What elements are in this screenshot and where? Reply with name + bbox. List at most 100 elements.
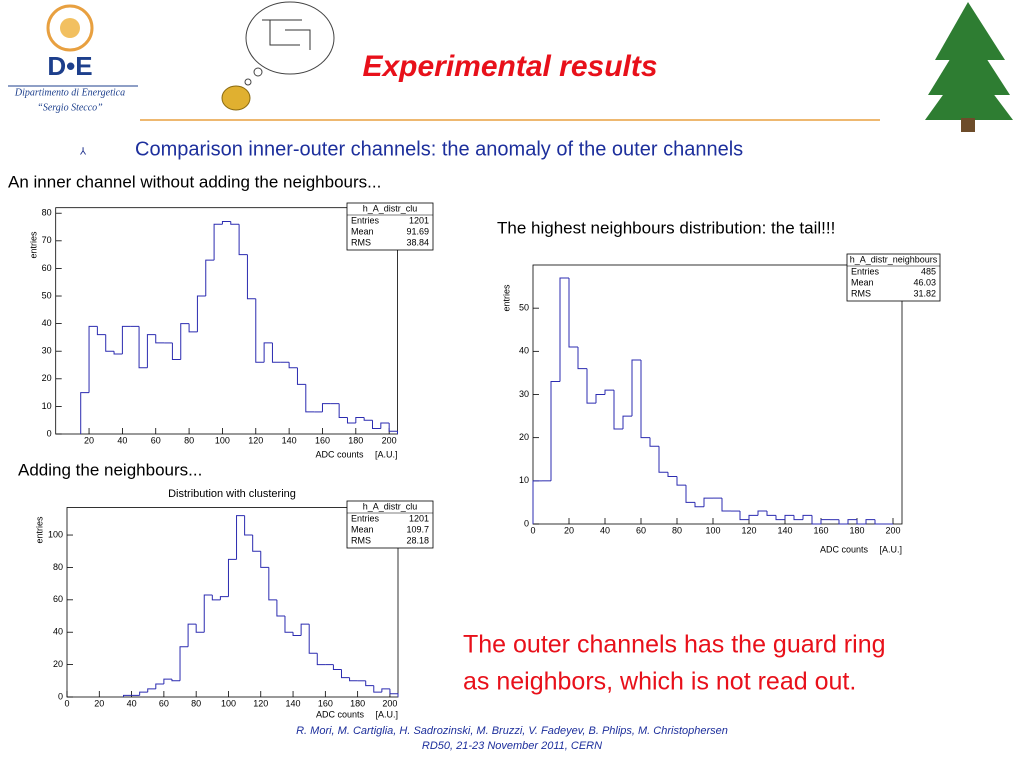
- y-tick-label: 50: [519, 303, 529, 313]
- y-tick-label: 50: [42, 290, 52, 300]
- histogram-bin: [559, 277, 569, 382]
- x-tick-label: 60: [636, 525, 646, 535]
- plot-frame: [532, 264, 903, 525]
- x-tick-label: 80: [184, 435, 194, 445]
- histogram-bin: [105, 334, 115, 352]
- stats-key: Mean: [351, 226, 374, 236]
- tree: [925, 2, 1013, 132]
- histogram-bin: [721, 498, 731, 512]
- histogram-bin: [139, 691, 148, 696]
- histogram-bin: [171, 679, 181, 682]
- histogram-bin: [381, 688, 390, 693]
- stats-key: Entries: [351, 215, 380, 225]
- stats-key: Entries: [351, 513, 380, 523]
- histogram-bin: [363, 417, 373, 421]
- x-tick-label: 80: [672, 525, 682, 535]
- histogram-bin: [793, 515, 803, 521]
- x-tick-label: 20: [94, 698, 104, 708]
- stats-value: 485: [921, 266, 936, 276]
- histogram-bin: [238, 224, 248, 256]
- histogram-bin: [658, 446, 668, 473]
- histogram-bin: [739, 511, 749, 521]
- stats-key: RMS: [351, 535, 371, 545]
- conclusion: as neighbors, which is not read out.: [463, 668, 856, 696]
- histogram-bin: [300, 623, 310, 636]
- y-tick-label: 0: [524, 518, 529, 528]
- histogram-bin: [355, 416, 365, 423]
- stats-box: [346, 202, 434, 251]
- histogram-bin: [332, 664, 342, 670]
- histogram-bin: [219, 596, 229, 600]
- tree-crown: [935, 2, 1005, 60]
- x-tick-label: 120: [248, 435, 263, 445]
- histogram-bin: [188, 323, 198, 333]
- y-tick-label: 10: [42, 401, 52, 411]
- histogram-bin: [246, 254, 256, 300]
- logo: D•E Dipartimento di Energetica “Sergio S…: [8, 4, 138, 113]
- cartoon: [221, 1, 335, 111]
- x-tick-label: 60: [151, 435, 161, 445]
- histogram-bin: [622, 415, 632, 430]
- histogram-bin: [187, 623, 197, 647]
- x-tick-label: 140: [282, 435, 297, 445]
- y-tick-label: 40: [53, 627, 63, 637]
- histogram-bin: [88, 325, 98, 393]
- histogram-bin: [263, 342, 273, 363]
- histogram-bin: [155, 334, 165, 344]
- histogram-bin: [340, 669, 350, 679]
- logo-swirl: [46, 4, 94, 52]
- bullet-icon: ⅄: [79, 147, 87, 158]
- histogram-bin: [138, 326, 148, 369]
- histogram-bin: [147, 688, 156, 693]
- histogram-bin: [260, 551, 269, 568]
- histogram-bin: [276, 599, 285, 617]
- histogram-bin: [146, 334, 156, 368]
- footer: RD50, 21-23 November 2011, CERN: [422, 740, 602, 752]
- x-axis-unit: [A.U.]: [375, 709, 398, 719]
- histogram-bin: [338, 403, 348, 418]
- circuit-sketch: [262, 19, 311, 50]
- stats-key: RMS: [851, 288, 871, 298]
- histogram-bin: [236, 515, 245, 560]
- histogram-bin: [255, 298, 265, 363]
- histogram-bin: [321, 403, 331, 412]
- histogram-bin: [757, 510, 767, 516]
- y-tick-label: 40: [42, 318, 52, 328]
- histogram-bin: [748, 514, 758, 520]
- caption: An inner channel without adding the neig…: [8, 172, 381, 191]
- x-tick-label: 120: [741, 525, 756, 535]
- stats-value: 91.69: [406, 226, 429, 236]
- x-tick-label: 80: [191, 698, 201, 708]
- y-tick-label: 60: [42, 263, 52, 273]
- histogram-bin: [296, 367, 306, 385]
- histogram-bin: [784, 514, 794, 520]
- plot-frame: [55, 207, 398, 435]
- x-axis-label: ADC counts: [316, 709, 365, 719]
- histogram-bin: [316, 653, 326, 666]
- logo-text: Dipartimento di Energetica: [14, 87, 125, 98]
- histogram-bin: [227, 558, 237, 597]
- histogram-bin: [640, 359, 650, 439]
- y-axis-label: entries: [501, 284, 511, 312]
- histogram-bin: [388, 422, 398, 434]
- histogram-bin: [811, 515, 821, 525]
- logo-swirl: [60, 18, 80, 38]
- histogram-bin: [346, 417, 356, 424]
- histogram-bin: [766, 511, 776, 516]
- plot-frame: [66, 507, 399, 698]
- tree-trunk: [961, 118, 975, 132]
- histogram-bin: [613, 390, 623, 430]
- stats-value: 109.7: [406, 524, 429, 534]
- histogram-bin: [604, 389, 614, 395]
- histogram-bin: [586, 368, 596, 404]
- x-tick-label: 200: [382, 698, 397, 708]
- x-tick-label: 140: [777, 525, 792, 535]
- histogram-bin: [292, 632, 302, 636]
- y-axis-label: entries: [28, 231, 38, 259]
- histogram-bin: [180, 323, 190, 360]
- histogram-bin: [550, 381, 560, 481]
- histogram-bin: [308, 624, 318, 654]
- x-tick-label: 180: [348, 435, 363, 445]
- x-tick-label: 140: [286, 698, 301, 708]
- histogram-bin: [631, 359, 641, 417]
